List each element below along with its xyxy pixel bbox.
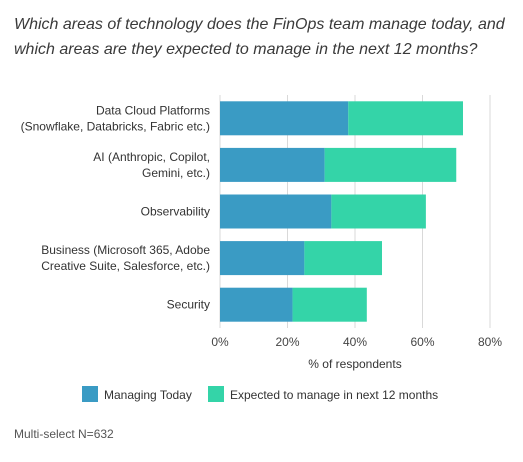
bar-managing-today — [220, 241, 305, 276]
category-label: Security — [167, 298, 210, 312]
bar-managing-today — [220, 194, 332, 229]
category-label: AI (Anthropic, Copilot, Gemini, etc.) — [93, 150, 210, 180]
category-label-line: AI (Anthropic, Copilot, — [93, 150, 210, 164]
bar-managing-today — [220, 101, 349, 136]
category-label: Data Cloud Platforms (Snowflake, Databric… — [21, 103, 210, 133]
bar-managing-today — [220, 147, 325, 182]
bar-expected-next-12-months — [304, 241, 382, 276]
bar-expected-next-12-months — [292, 287, 367, 322]
legend-swatch-managing-today — [82, 386, 98, 402]
category-label-line: (Snowflake, Databricks, Fabric etc.) — [21, 119, 210, 133]
x-axis-label: % of respondents — [308, 357, 401, 371]
sample-note: Multi-select N=632 — [14, 427, 114, 441]
x-tick-label: 20% — [275, 335, 299, 349]
x-tick-label: 80% — [478, 335, 502, 349]
x-tick-label: 60% — [410, 335, 434, 349]
legend-label-expected-next-12-months: Expected to manage in next 12 months — [230, 388, 438, 402]
category-label-line: Observability — [141, 205, 210, 219]
category-label-line: Security — [167, 298, 210, 312]
category-label: Business (Microsoft 365, Adobe Creative S… — [41, 243, 210, 273]
category-label-line: Data Cloud Platforms — [96, 103, 210, 117]
x-tick-label: 0% — [211, 335, 229, 349]
chart-title: Which areas of technology does the FinOp… — [14, 16, 505, 58]
bar-expected-next-12-months — [348, 101, 463, 136]
category-label-line: Gemini, etc.) — [142, 166, 210, 180]
legend-swatch-expected-next-12-months — [208, 386, 224, 402]
category-label-line: Creative Suite, Salesforce, etc.) — [41, 259, 210, 273]
bar-expected-next-12-months — [324, 147, 457, 182]
bar-expected-next-12-months — [331, 194, 426, 229]
bar-managing-today — [220, 287, 293, 322]
x-tick-label: 40% — [343, 335, 367, 349]
legend-label-managing-today: Managing Today — [104, 388, 192, 402]
category-label-line: Business (Microsoft 365, Adobe — [41, 243, 210, 257]
category-label: Observability — [141, 205, 210, 219]
